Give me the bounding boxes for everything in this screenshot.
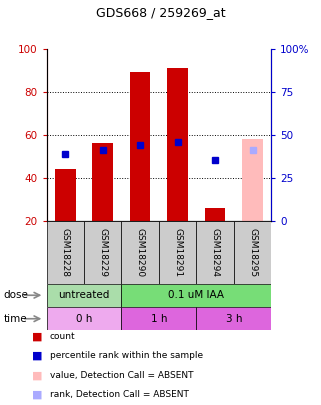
Bar — [234, 221, 271, 284]
Bar — [205, 208, 225, 221]
Text: time: time — [3, 314, 27, 324]
Text: GDS668 / 259269_at: GDS668 / 259269_at — [96, 6, 225, 19]
Bar — [92, 143, 113, 221]
Text: 0.1 uM IAA: 0.1 uM IAA — [168, 290, 224, 300]
Text: percentile rank within the sample: percentile rank within the sample — [50, 352, 203, 360]
Text: value, Detection Call = ABSENT: value, Detection Call = ABSENT — [50, 371, 193, 380]
Text: untreated: untreated — [58, 290, 110, 300]
Bar — [47, 284, 121, 307]
Bar — [121, 307, 196, 330]
Text: GSM18228: GSM18228 — [61, 228, 70, 277]
Bar — [130, 72, 151, 221]
Bar — [47, 221, 84, 284]
Text: GSM18229: GSM18229 — [98, 228, 107, 277]
Text: ■: ■ — [32, 351, 43, 361]
Text: dose: dose — [3, 290, 28, 300]
Text: GSM18290: GSM18290 — [136, 228, 145, 277]
Bar — [55, 169, 75, 221]
Text: 0 h: 0 h — [76, 314, 92, 324]
Text: 3 h: 3 h — [226, 314, 242, 324]
Bar — [159, 221, 196, 284]
Text: ■: ■ — [32, 371, 43, 380]
Bar — [121, 221, 159, 284]
Bar — [84, 221, 121, 284]
Text: 1 h: 1 h — [151, 314, 167, 324]
Text: GSM18294: GSM18294 — [211, 228, 220, 277]
Bar — [121, 284, 271, 307]
Text: ■: ■ — [32, 332, 43, 341]
Text: rank, Detection Call = ABSENT: rank, Detection Call = ABSENT — [50, 390, 189, 399]
Bar — [242, 139, 263, 221]
Bar — [167, 68, 188, 221]
Bar — [47, 307, 121, 330]
Text: GSM18295: GSM18295 — [248, 228, 257, 277]
Text: GSM18291: GSM18291 — [173, 228, 182, 277]
Bar — [196, 307, 271, 330]
Bar — [196, 221, 234, 284]
Text: ■: ■ — [32, 390, 43, 400]
Text: count: count — [50, 332, 75, 341]
